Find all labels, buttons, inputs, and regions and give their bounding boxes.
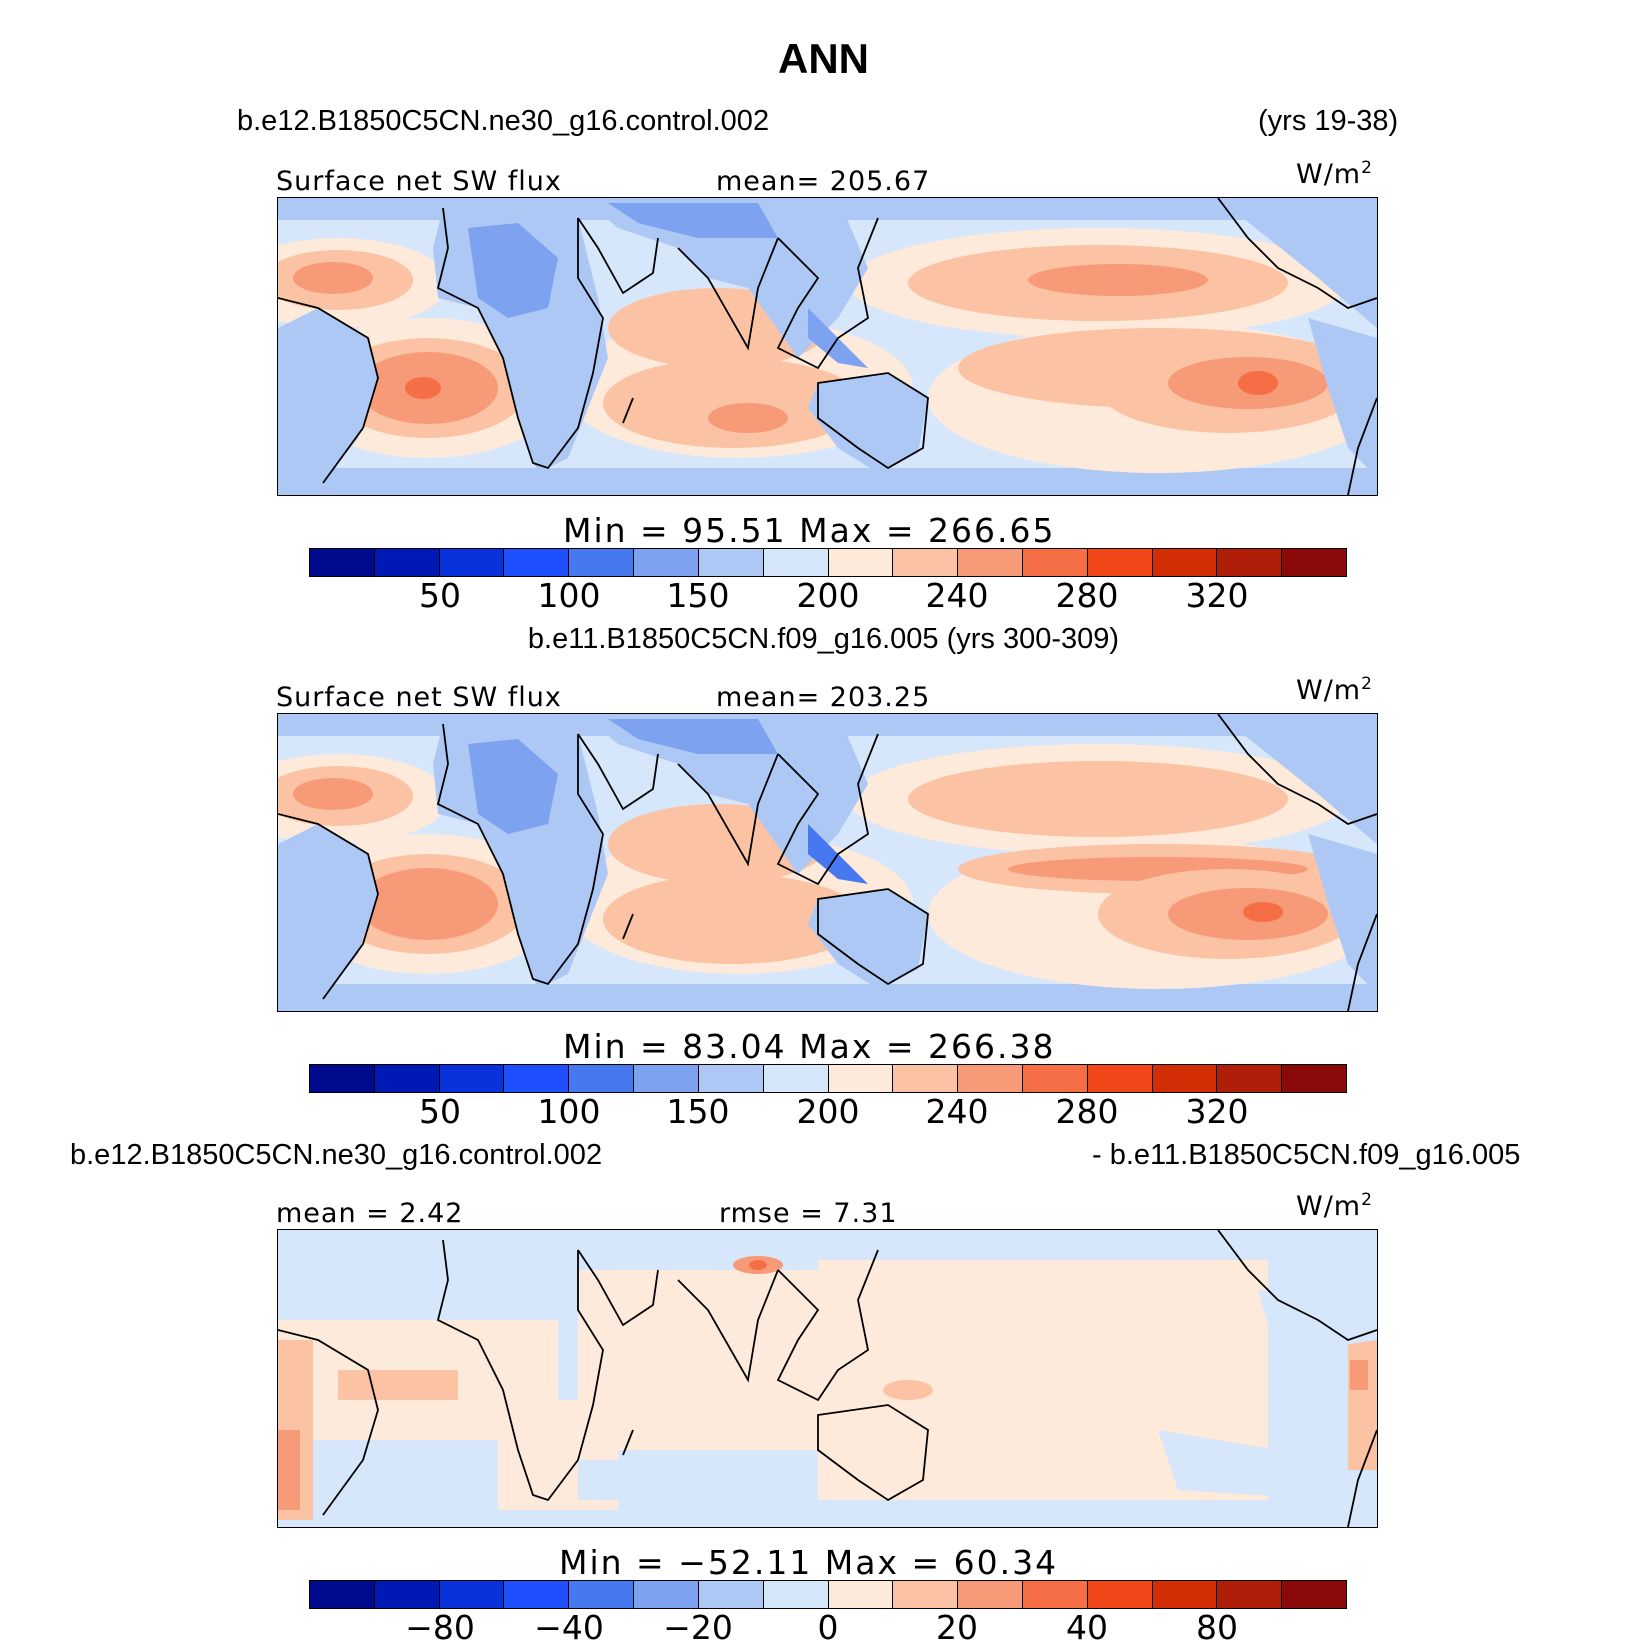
colorbar-swatch	[1152, 1065, 1218, 1092]
colorbar-swatch	[374, 549, 440, 576]
panel3-map	[277, 1229, 1378, 1528]
panel1-tick: 200	[796, 576, 860, 615]
panel1-field	[278, 198, 1377, 495]
colorbar-swatch	[310, 1581, 375, 1608]
colorbar-swatch	[634, 1581, 699, 1608]
colorbar-swatch	[504, 549, 570, 576]
panel2-units-label: W/m2	[1296, 674, 1373, 706]
panel2-mean-label: mean= 203.25	[716, 682, 931, 713]
panel2-tick: 50	[419, 1092, 461, 1131]
panel1-tick: 100	[537, 576, 601, 615]
panel1-years-label: (yrs 19-38)	[1258, 105, 1399, 137]
colorbar-swatch	[1022, 1065, 1088, 1092]
panel3-field	[278, 1230, 1377, 1527]
panel3-rmse-label: rmse = 7.31	[719, 1198, 898, 1229]
colorbar-swatch	[569, 549, 635, 576]
colorbar-swatch	[1022, 549, 1088, 576]
panel3-tick: 40	[1066, 1608, 1108, 1647]
colorbar-swatch	[1087, 549, 1153, 576]
panel2-colorbar	[309, 1064, 1347, 1093]
panel3-tick: −80	[405, 1608, 475, 1647]
colorbar-swatch	[763, 549, 829, 576]
colorbar-swatch	[439, 549, 505, 576]
panel1-mean-label: mean= 205.67	[716, 166, 931, 197]
panel3-mean-label: mean = 2.42	[276, 1198, 464, 1229]
panel1-map	[277, 197, 1378, 496]
colorbar-swatch	[1087, 1581, 1153, 1608]
panel1-units-label: W/m2	[1296, 158, 1373, 190]
panel2-case-label: b.e11.B1850C5CN.f09_g16.005 (yrs 300-309…	[527, 623, 1120, 655]
colorbar-swatch	[634, 549, 699, 576]
panel2-tick: 240	[925, 1092, 989, 1131]
colorbar-swatch	[893, 1581, 959, 1608]
panel1-tick: 150	[666, 576, 730, 615]
panel2-tick: 200	[796, 1092, 860, 1131]
colorbar-swatch	[1152, 1581, 1218, 1608]
colorbar-swatch	[1282, 549, 1346, 576]
panel2-variable-label: Surface net SW flux	[276, 682, 562, 713]
colorbar-swatch	[763, 1581, 829, 1608]
colorbar-swatch	[828, 1581, 894, 1608]
panel2-tick: 280	[1055, 1092, 1119, 1131]
colorbar-swatch	[439, 1581, 505, 1608]
panel3-tick: −40	[534, 1608, 604, 1647]
panel1-case-label: b.e12.B1850C5CN.ne30_g16.control.002	[237, 105, 770, 137]
colorbar-swatch	[310, 1065, 375, 1092]
panel1-colorbar	[309, 548, 1347, 577]
figure-title: ANN	[778, 35, 869, 82]
colorbar-swatch	[1282, 1065, 1346, 1092]
colorbar-swatch	[310, 549, 375, 576]
colorbar-swatch	[439, 1065, 505, 1092]
panel2-map	[277, 713, 1378, 1012]
colorbar-swatch	[1217, 1065, 1283, 1092]
colorbar-swatch	[958, 1065, 1023, 1092]
colorbar-swatch	[958, 549, 1023, 576]
panel3-colorbar	[309, 1580, 1347, 1609]
colorbar-swatch	[1217, 549, 1283, 576]
colorbar-swatch	[1022, 1581, 1088, 1608]
panel1-minmax: Min = 95.51 Max = 266.65	[563, 511, 1056, 550]
colorbar-swatch	[893, 549, 959, 576]
panel3-tick: 80	[1196, 1608, 1238, 1647]
panel2-tick: 100	[537, 1092, 601, 1131]
panel3-case-label: b.e12.B1850C5CN.ne30_g16.control.002	[70, 1139, 603, 1171]
colorbar-swatch	[698, 549, 764, 576]
panel2-tick: 320	[1185, 1092, 1249, 1131]
panel2-tick: 150	[666, 1092, 730, 1131]
colorbar-swatch	[698, 1065, 764, 1092]
panel3-tick: −20	[663, 1608, 733, 1647]
colorbar-swatch	[504, 1581, 570, 1608]
panel2-minmax: Min = 83.04 Max = 266.38	[563, 1027, 1056, 1066]
panel1-tick: 320	[1185, 576, 1249, 615]
colorbar-swatch	[893, 1065, 959, 1092]
colorbar-swatch	[828, 549, 894, 576]
colorbar-swatch	[958, 1581, 1023, 1608]
panel3-units-label: W/m2	[1296, 1190, 1373, 1222]
colorbar-swatch	[1282, 1581, 1346, 1608]
colorbar-swatch	[569, 1065, 635, 1092]
panel3-subtract-case-label: - b.e11.B1850C5CN.f09_g16.005	[1092, 1139, 1521, 1171]
panel2-field	[278, 714, 1377, 1011]
colorbar-swatch	[569, 1581, 635, 1608]
colorbar-swatch	[1152, 549, 1218, 576]
colorbar-swatch	[374, 1065, 440, 1092]
colorbar-swatch	[698, 1581, 764, 1608]
panel3-tick: 0	[817, 1608, 839, 1647]
panel1-tick: 280	[1055, 576, 1119, 615]
colorbar-swatch	[634, 1065, 699, 1092]
panel3-minmax: Min = −52.11 Max = 60.34	[559, 1543, 1059, 1582]
panel1-tick: 240	[925, 576, 989, 615]
colorbar-swatch	[1087, 1065, 1153, 1092]
colorbar-swatch	[828, 1065, 894, 1092]
panel3-tick: 20	[936, 1608, 978, 1647]
colorbar-swatch	[504, 1065, 570, 1092]
colorbar-swatch	[1217, 1581, 1283, 1608]
colorbar-swatch	[374, 1581, 440, 1608]
colorbar-swatch	[763, 1065, 829, 1092]
panel1-tick: 50	[419, 576, 461, 615]
panel1-variable-label: Surface net SW flux	[276, 166, 562, 197]
